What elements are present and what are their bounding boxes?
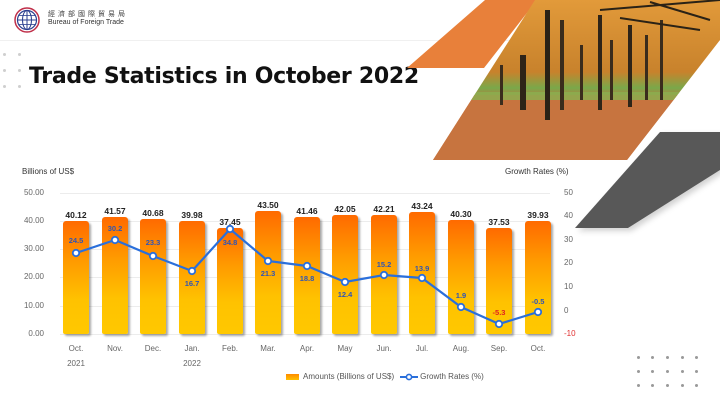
x-month-label: Jan.: [184, 344, 200, 353]
amount-label: 43.50: [257, 200, 279, 210]
amount-label: 40.12: [65, 210, 87, 220]
x-month-label: Oct.: [68, 344, 84, 353]
x-month-label: Sep.: [490, 344, 508, 353]
bar-amount: [448, 220, 474, 334]
decorative-dots-right: [637, 356, 707, 390]
amount-label: 37.45: [219, 217, 241, 227]
right-tick: 0: [564, 306, 569, 315]
left-tick: 10.00: [23, 301, 44, 310]
x-month-label: Jun.: [376, 344, 392, 353]
amount-label: 42.05: [334, 204, 356, 214]
rate-label: 16.7: [184, 279, 200, 288]
bar-amount: [486, 228, 512, 334]
right-axis-title: Growth Rates (%): [505, 167, 569, 176]
right-tick: 10: [564, 282, 573, 291]
left-axis-title: Billions of US$: [22, 167, 75, 176]
right-tick: 30: [564, 235, 573, 244]
gridline: [60, 334, 550, 335]
amount-label: 39.93: [527, 210, 549, 220]
rate-label: 12.4: [337, 290, 353, 299]
x-month-label: Aug.: [452, 344, 470, 353]
header-divider: [0, 40, 720, 41]
bar-amount: [179, 221, 205, 334]
bureau-logo-icon: [14, 7, 40, 33]
legend-rates-label: Growth Rates (%): [420, 372, 484, 381]
rate-label: 21.3: [260, 269, 276, 278]
right-tick: 40: [564, 211, 573, 220]
x-year-label: 2022: [183, 359, 201, 368]
amount-label: 40.68: [142, 208, 164, 218]
legend-bar-swatch-icon: [286, 373, 299, 380]
x-month-label: Dec.: [144, 344, 162, 353]
left-tick: 30.00: [23, 244, 44, 253]
bar-amount: [140, 219, 166, 334]
left-tick: 20.00: [23, 272, 44, 281]
bar-amount: [255, 211, 281, 334]
rate-label: 30.2: [107, 224, 123, 233]
gridline: [60, 193, 550, 194]
x-month-label: Feb.: [221, 344, 238, 353]
x-month-label: Nov.: [107, 344, 123, 353]
bar-amount: [217, 228, 243, 334]
rate-label-negative: -5.3: [492, 308, 506, 317]
amount-label: 40.30: [450, 209, 472, 219]
rate-label: 23.3: [145, 238, 161, 247]
x-month-label: Mar.: [260, 344, 276, 353]
bar-amount: [332, 215, 358, 334]
x-month-label: Oct.: [530, 344, 546, 353]
rate-label: 34.8: [222, 238, 238, 247]
bar-amount: [409, 212, 435, 334]
dark-parallelogram: [575, 132, 720, 228]
rate-label: 13.9: [414, 264, 430, 273]
amount-label: 43.24: [411, 201, 433, 211]
left-tick: 40.00: [23, 216, 44, 225]
amount-label: 41.46: [296, 206, 318, 216]
org-name-chinese: 經濟部國際貿易局: [48, 11, 128, 18]
x-month-label: May: [337, 344, 353, 353]
chart-legend: Amounts (Billions of US$) Growth Rates (…: [286, 372, 484, 381]
rate-label: 15.2: [376, 260, 392, 269]
rate-label: 1.9: [455, 291, 467, 300]
left-tick: 50.00: [23, 188, 44, 197]
orange-parallelogram: [407, 0, 537, 68]
left-tick: 0.00: [28, 329, 44, 338]
amount-label: 42.21: [373, 204, 395, 214]
right-tick-negative: -10: [564, 329, 576, 338]
x-year-label: 2021: [67, 359, 85, 368]
bar-amount: [294, 217, 320, 334]
rate-label: 18.8: [299, 274, 315, 283]
legend-line-marker-icon: [400, 373, 419, 380]
x-month-label: Jul.: [415, 344, 429, 353]
x-month-label: Apr.: [299, 344, 315, 353]
amount-label: 39.98: [181, 210, 203, 220]
bar-amount: [63, 221, 89, 334]
page-title: Trade Statistics in October 2022: [29, 64, 419, 89]
rate-label: 24.5: [68, 236, 84, 245]
rate-label: -0.5: [531, 297, 545, 306]
amount-label: 37.53: [488, 217, 510, 227]
right-tick: 20: [564, 258, 573, 267]
org-name-english: Bureau of Foreign Trade: [48, 19, 124, 26]
legend-amounts-label: Amounts (Billions of US$): [303, 372, 395, 381]
amount-label: 41.57: [104, 206, 126, 216]
right-tick: 50: [564, 188, 573, 197]
